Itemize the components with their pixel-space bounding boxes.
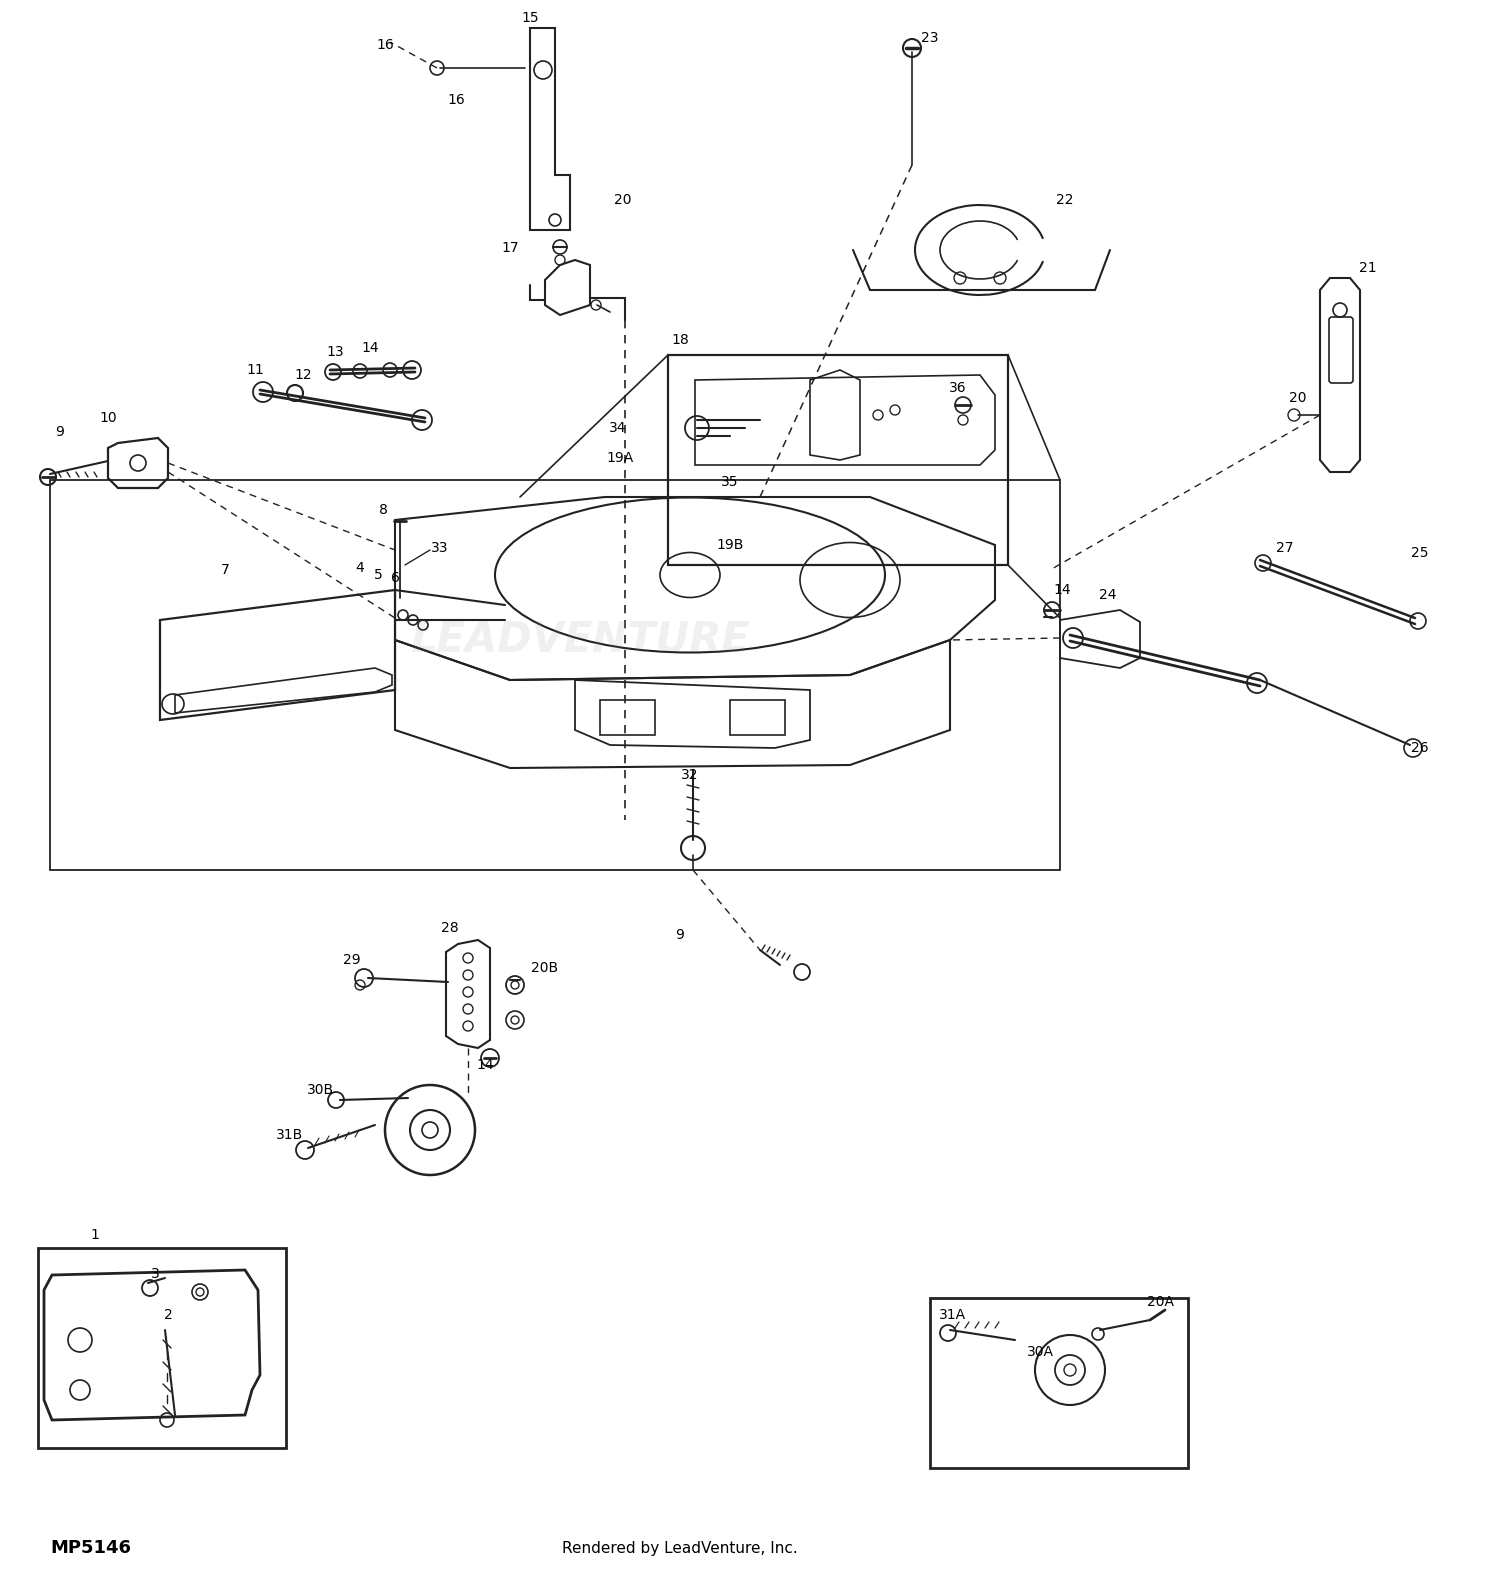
- Text: 19B: 19B: [717, 539, 744, 553]
- Text: 14: 14: [362, 341, 380, 355]
- Text: 20A: 20A: [1146, 1295, 1173, 1309]
- Text: 20: 20: [615, 193, 632, 207]
- Bar: [730, 700, 784, 735]
- Text: 9: 9: [56, 425, 64, 440]
- Text: 27: 27: [1276, 542, 1293, 556]
- Text: 11: 11: [246, 363, 264, 377]
- Text: 26: 26: [1412, 741, 1430, 755]
- Text: 5: 5: [374, 568, 382, 582]
- Text: 10: 10: [99, 411, 117, 425]
- Text: 24: 24: [1100, 589, 1116, 601]
- Text: 31A: 31A: [939, 1308, 966, 1322]
- Text: 4: 4: [356, 560, 364, 575]
- Text: 8: 8: [378, 502, 387, 517]
- Text: LEADVENTURE: LEADVENTURE: [410, 619, 750, 661]
- Text: 3: 3: [150, 1267, 159, 1281]
- Text: 22: 22: [1056, 193, 1074, 207]
- Text: 13: 13: [326, 345, 344, 360]
- Text: 34: 34: [609, 421, 627, 435]
- Text: 21: 21: [1359, 261, 1377, 275]
- Text: Rendered by LeadVenture, Inc.: Rendered by LeadVenture, Inc.: [562, 1540, 798, 1556]
- Text: 20: 20: [1288, 391, 1306, 405]
- Text: 9: 9: [675, 928, 684, 942]
- Text: 32: 32: [681, 768, 699, 782]
- Text: 30A: 30A: [1026, 1345, 1053, 1360]
- Text: 19A: 19A: [606, 451, 633, 465]
- Text: 28: 28: [441, 922, 459, 936]
- Text: 16: 16: [376, 38, 394, 52]
- Text: MP5146: MP5146: [50, 1539, 130, 1557]
- Bar: [668, 355, 1008, 565]
- Text: 2: 2: [164, 1308, 172, 1322]
- Text: 14: 14: [1053, 582, 1071, 597]
- Text: 18: 18: [670, 333, 688, 347]
- Text: 12: 12: [294, 367, 312, 382]
- Text: 6: 6: [390, 571, 399, 586]
- Polygon shape: [160, 590, 394, 721]
- Text: 30B: 30B: [306, 1083, 333, 1097]
- Text: 31B: 31B: [276, 1127, 303, 1141]
- Bar: [600, 700, 656, 735]
- Text: 17: 17: [501, 242, 519, 254]
- Text: 23: 23: [921, 31, 939, 46]
- Text: 16: 16: [447, 93, 465, 107]
- Text: 1: 1: [90, 1228, 99, 1242]
- Text: 7: 7: [220, 564, 230, 578]
- Text: 35: 35: [722, 476, 738, 488]
- Text: 25: 25: [1412, 546, 1428, 560]
- Text: 36: 36: [950, 382, 968, 396]
- Text: 20B: 20B: [531, 961, 558, 975]
- Text: 33: 33: [432, 542, 448, 556]
- Bar: [930, 1298, 1188, 1468]
- Bar: [38, 1248, 286, 1448]
- Text: 14: 14: [476, 1058, 494, 1072]
- Text: 15: 15: [520, 11, 538, 25]
- Text: 29: 29: [344, 953, 362, 967]
